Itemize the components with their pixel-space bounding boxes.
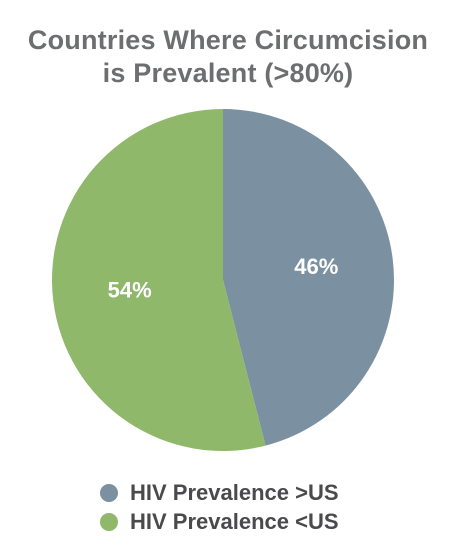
pie-slice-1 [223, 109, 394, 446]
legend-swatch-green [100, 512, 118, 531]
legend-item-hiv-below-us: HIV Prevalence <US [100, 507, 339, 536]
legend-item-hiv-above-us: HIV Prevalence >US [100, 478, 339, 507]
chart-legend: HIV Prevalence >US HIV Prevalence <US [100, 478, 339, 536]
pie-slice-2 [51, 109, 266, 451]
slice-data-label: 46% [294, 254, 338, 279]
slice-data-label: 54% [108, 278, 152, 303]
legend-label: HIV Prevalence <US [130, 508, 339, 534]
legend-label: HIV Prevalence >US [130, 479, 339, 505]
legend-swatch-blue [100, 483, 118, 502]
chart-title-line-1: Countries Where Circumcision [27, 25, 429, 55]
chart-title-line-2: is Prevalent (>80%) [102, 58, 354, 88]
chart-title: Countries Where Circumcision is Prevalen… [0, 24, 456, 90]
